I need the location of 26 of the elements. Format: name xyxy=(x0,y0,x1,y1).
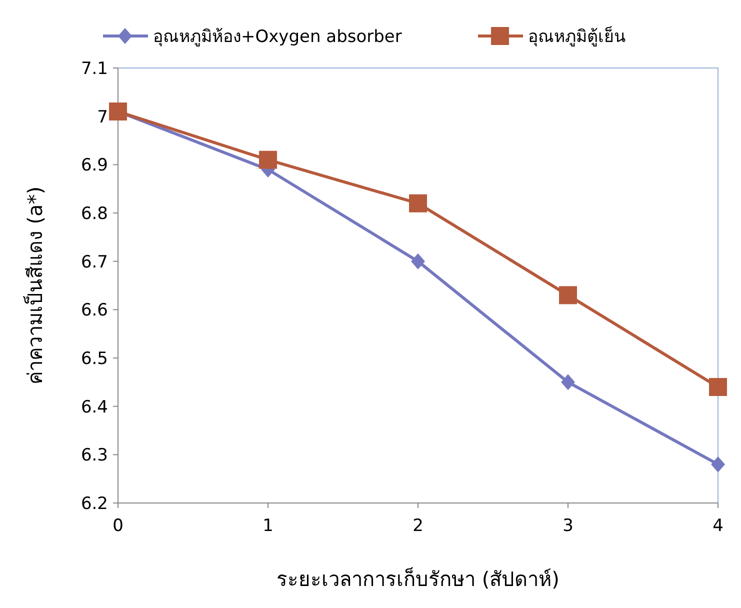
x-tick-label: 3 xyxy=(562,516,574,536)
y-tick-label: 6.7 xyxy=(80,252,108,272)
point xyxy=(559,286,577,304)
x-axis-title: ระยะเวลาการเก็บรักษา (สัปดาห์) xyxy=(276,566,560,591)
y-tick-label: 7.1 xyxy=(80,58,108,79)
y-tick-label: 6.2 xyxy=(80,494,108,514)
point xyxy=(561,374,575,390)
y-tick-label: 6.5 xyxy=(80,348,108,369)
y-tick-label: 6.9 xyxy=(80,156,108,176)
x-tick-label: 1 xyxy=(262,516,274,536)
legend-label: อุณหภูมิห้อง+Oxygen absorber xyxy=(153,26,402,47)
point xyxy=(711,456,725,472)
point xyxy=(409,194,427,212)
x-tick-label: 4 xyxy=(712,516,724,536)
y-tick-label: 7 xyxy=(97,107,108,128)
legend-label: อุณหภูมิตู้เย็น xyxy=(528,24,626,47)
point xyxy=(259,150,277,169)
y-axis-title: ค่าความเป็นสีแดง (a*) xyxy=(22,186,47,385)
x-tick-label: 2 xyxy=(412,516,424,536)
x-tick-label: 0 xyxy=(112,516,124,536)
y-tick-label: 6.6 xyxy=(80,300,108,321)
point xyxy=(411,253,425,270)
point xyxy=(709,378,727,396)
y-tick-label: 6.3 xyxy=(80,446,108,466)
y-tick-label: 6.8 xyxy=(80,204,108,224)
y-tick-label: 6.4 xyxy=(80,397,108,418)
